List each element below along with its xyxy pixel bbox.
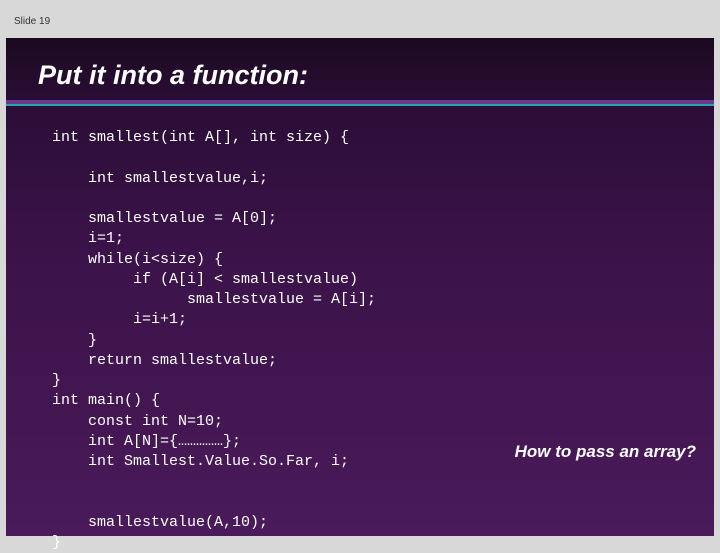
slide-title: Put it into a function:: [38, 60, 308, 91]
callout-question: How to pass an array?: [515, 442, 696, 462]
slide-body: Put it into a function: int smallest(int…: [6, 38, 714, 536]
title-divider: [6, 100, 714, 106]
divider-teal: [6, 104, 714, 106]
code-block: int smallest(int A[], int size) { int sm…: [52, 128, 376, 553]
slide-number: Slide 19: [14, 16, 50, 27]
